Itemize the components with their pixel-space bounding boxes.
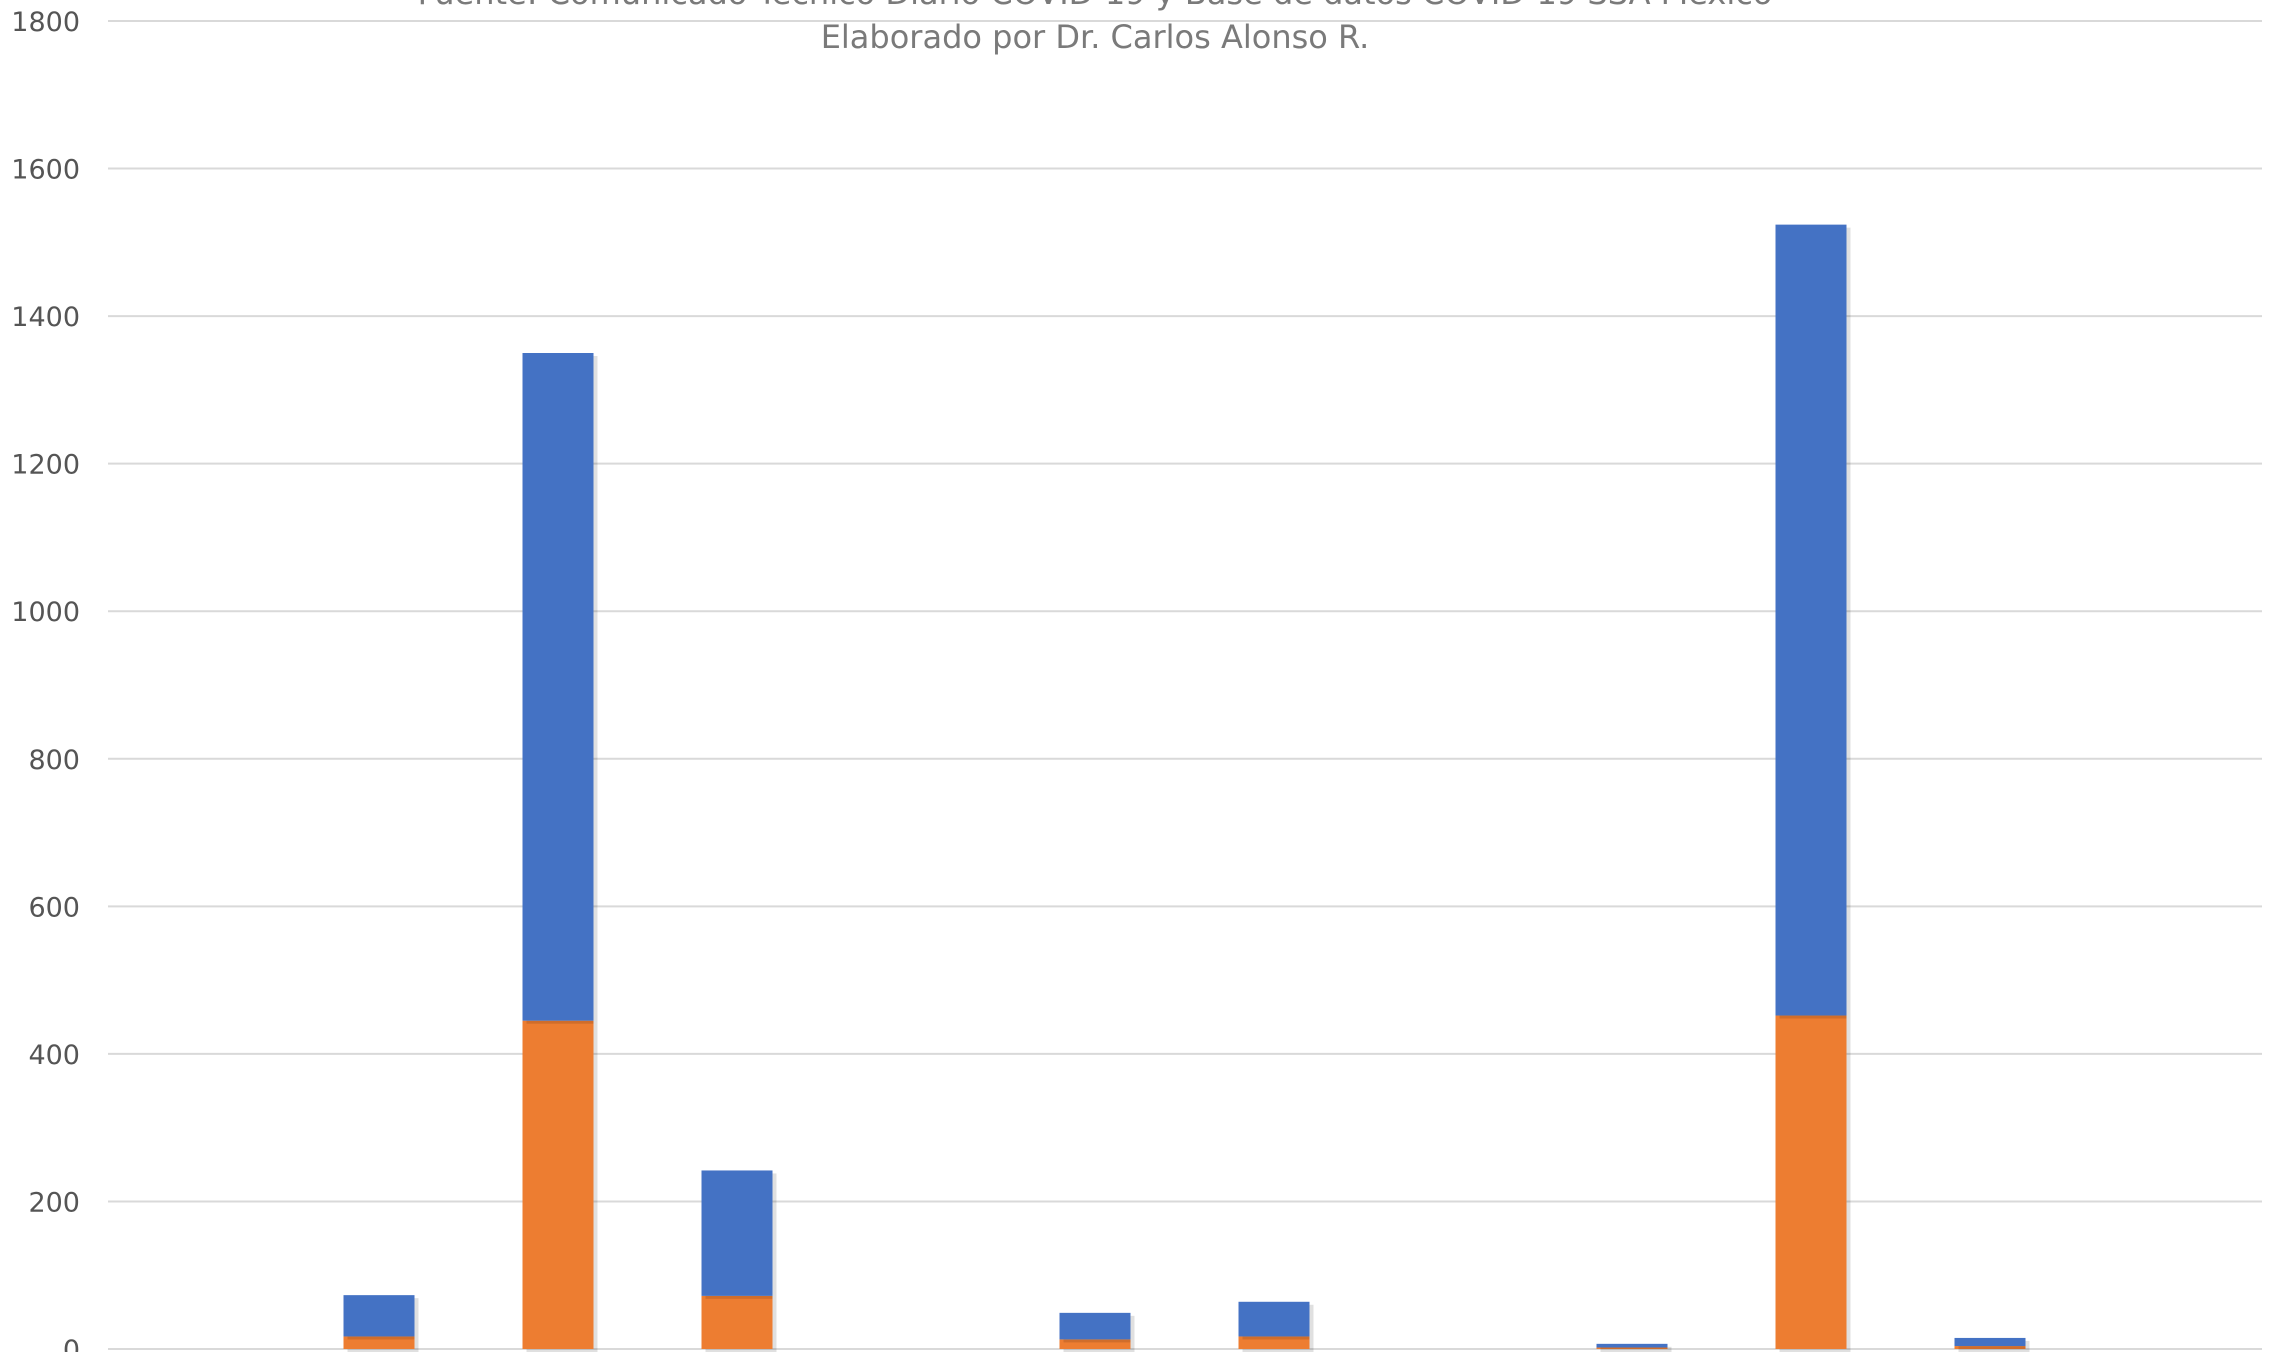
bar-segment-series-2-category-3 <box>522 353 594 1021</box>
bar-segment-series-1-category-11 <box>1954 1346 2026 1349</box>
bar-segment-series-1-category-7 <box>1238 1336 1310 1349</box>
chart-subtitle-author: Elaborado por Dr. Carlos Alonso R. <box>820 18 1370 56</box>
bar-segment-series-2-category-6 <box>1059 1312 1131 1340</box>
gridlines <box>108 20 2262 1350</box>
bar-segment-series-1-category-9 <box>1596 1347 1668 1349</box>
bar-shadow <box>1600 1346 1672 1351</box>
bar-segment-series-1-category-6 <box>1059 1339 1131 1349</box>
bar-segment-series-1-category-4 <box>701 1295 773 1349</box>
y-tick-label: 1200 <box>11 450 80 481</box>
bar-segment-series-2-category-9 <box>1596 1343 1668 1348</box>
y-tick-label: 1400 <box>11 302 80 333</box>
y-tick-label: 200 <box>28 1187 80 1218</box>
bar-segment-series-2-category-10 <box>1775 224 1847 1016</box>
chart-subtitle-source: Fuente: Comunicado Técnico Diario COVID-… <box>0 0 2190 12</box>
y-tick-label: 1800 <box>11 7 80 38</box>
bar-segment-series-1-category-10 <box>1775 1015 1847 1349</box>
bars <box>343 224 2030 1352</box>
y-tick-label: 400 <box>28 1040 80 1071</box>
y-tick-label: 0 <box>63 1335 80 1352</box>
bar-segment-series-2-category-2 <box>343 1295 415 1337</box>
y-tick-label: 800 <box>28 745 80 776</box>
y-axis-tick-labels: 0 200 400 600 800 1000 1200 1400 1600 1800 <box>11 7 80 1352</box>
bar-shadow <box>1958 1349 2030 1352</box>
bar-segment-series-1-category-2 <box>343 1336 415 1349</box>
bar-segment-series-2-category-11 <box>1954 1337 2026 1347</box>
bar-segment-series-2-category-7 <box>1238 1301 1310 1337</box>
y-tick-label: 1600 <box>11 155 80 186</box>
bar-segment-series-2-category-4 <box>701 1170 773 1296</box>
bar-segment-series-1-category-3 <box>522 1020 594 1349</box>
y-tick-label: 600 <box>28 892 80 923</box>
y-tick-label: 1000 <box>11 597 80 628</box>
bar-shadow <box>1600 1350 1672 1352</box>
